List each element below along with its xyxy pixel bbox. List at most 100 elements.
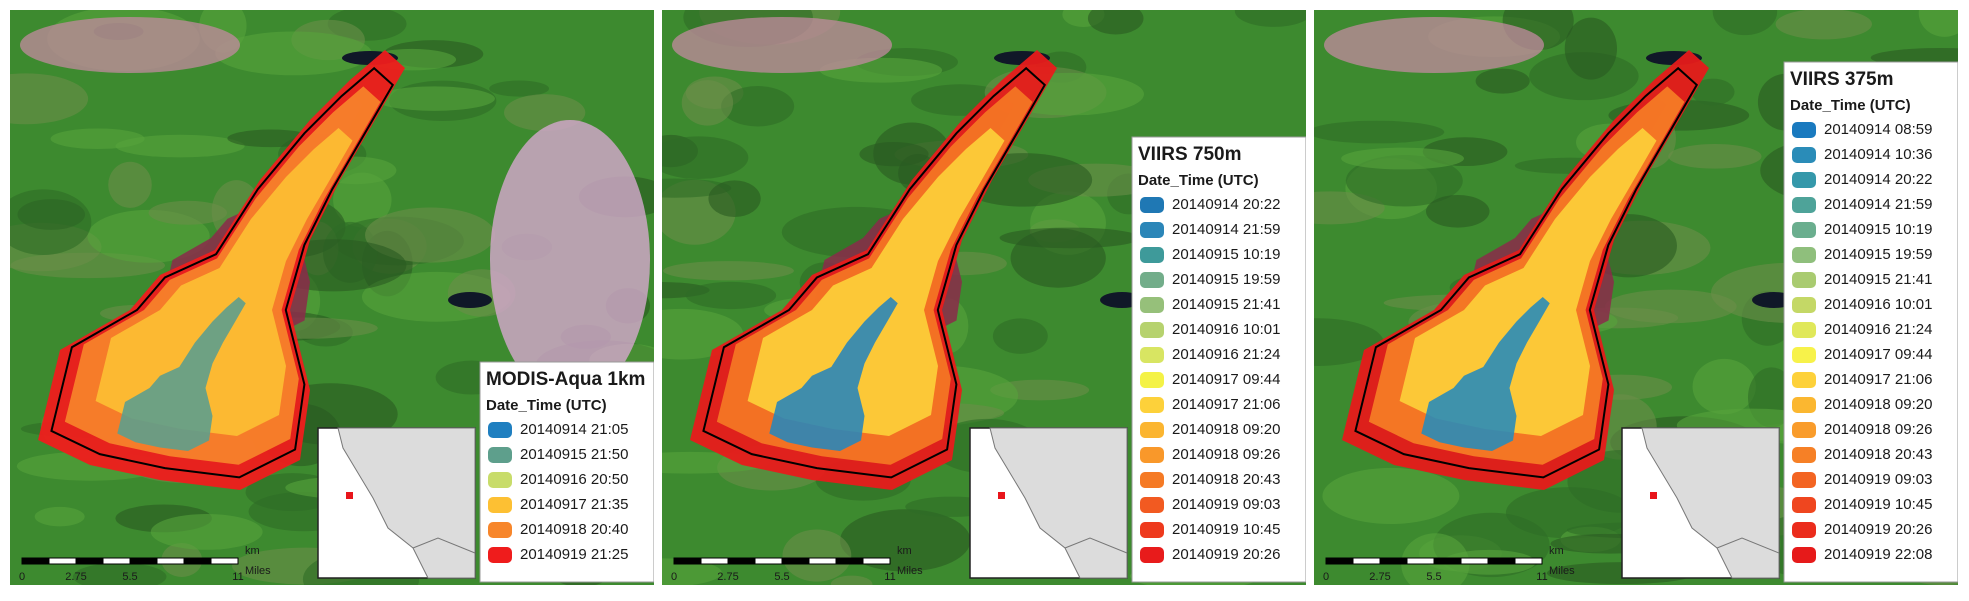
- inset-map: [969, 427, 1128, 579]
- inset-land: [1641, 427, 1780, 579]
- legend-label: 20140915 21:41: [1824, 271, 1932, 288]
- terrain-texture: [681, 80, 734, 126]
- scale-segment: [781, 557, 810, 565]
- terrain-texture: [1712, 10, 1778, 36]
- terrain-texture: [489, 80, 549, 97]
- scale-tick-label: 2.75: [717, 571, 738, 583]
- scale-bar: km Miles 0 2.75 5.5 11: [19, 545, 271, 583]
- scale-tick-label: 0: [1323, 571, 1329, 583]
- map-panel: km Miles 0 2.75 5.5 11 VIIRS 375m Date_Time (UT…: [1314, 10, 1958, 585]
- legend-swatch: [1140, 497, 1164, 513]
- legend-swatch: [1792, 472, 1816, 488]
- legend-label: 20140917 09:44: [1172, 371, 1280, 388]
- legend-swatch: [1140, 522, 1164, 538]
- legend-label: 20140919 20:26: [1172, 546, 1280, 563]
- terrain-texture: [840, 509, 971, 572]
- scale-unit: Miles: [245, 565, 271, 577]
- fire-perimeter: [702, 66, 1047, 479]
- terrain-texture: [830, 575, 873, 585]
- legend-title: VIIRS 750m: [1138, 144, 1242, 165]
- terrain-texture: [1322, 467, 1460, 525]
- scale-segment: [1379, 557, 1408, 565]
- scale-segment: [1433, 557, 1462, 565]
- legend-swatch: [1140, 547, 1164, 563]
- inset-border: [1064, 537, 1128, 554]
- legend-label: 20140917 21:06: [1824, 371, 1932, 388]
- pink-ridge: [672, 17, 892, 73]
- inset-border: [1716, 537, 1780, 554]
- legend-label: 20140915 19:59: [1824, 246, 1932, 263]
- scale-tick-label: 0: [671, 571, 677, 583]
- legend-swatch: [1792, 497, 1816, 513]
- legend-swatch: [1792, 272, 1816, 288]
- scale-segment: [1514, 557, 1543, 565]
- terrain-texture: [215, 31, 372, 76]
- scale-segment: [673, 557, 702, 565]
- scale-unit: km: [1549, 545, 1564, 557]
- fire-detections: [769, 297, 898, 451]
- terrain-texture: [992, 318, 1048, 354]
- terrain-texture: [663, 261, 794, 281]
- fire-location: [346, 492, 353, 499]
- terrain-texture: [1691, 78, 1735, 106]
- legend: VIIRS 375m Date_Time (UTC) 20140914 08:59 2…: [1783, 61, 1958, 583]
- scale-segment: [21, 557, 50, 565]
- legend-swatch: [1140, 347, 1164, 363]
- legend-swatch: [1792, 347, 1816, 363]
- legend-swatch: [1792, 397, 1816, 413]
- legend-swatch: [1792, 197, 1816, 213]
- terrain-texture: [662, 136, 749, 179]
- legend-label: 20140919 22:08: [1824, 546, 1932, 563]
- scale-segment: [1352, 557, 1381, 565]
- terrain-texture: [1564, 17, 1618, 80]
- legend-swatch: [1792, 372, 1816, 388]
- scale-unit: Miles: [897, 565, 923, 577]
- terrain-texture: [1775, 10, 1872, 40]
- legend-label: 20140918 09:26: [1824, 421, 1932, 438]
- scale-tick-label: 5.5: [774, 571, 789, 583]
- legend-swatch: [1140, 222, 1164, 238]
- terrain-texture: [1692, 358, 1756, 415]
- scale-segment: [835, 557, 864, 565]
- scale-segment: [210, 557, 239, 565]
- legend-label: 20140916 10:01: [1824, 296, 1932, 313]
- scale-bar: km Miles 0 2.75 5.5 11: [1323, 545, 1575, 583]
- scale-segment: [1487, 557, 1516, 565]
- terrain-texture: [662, 558, 722, 585]
- legend-label: 20140918 20:43: [1172, 471, 1280, 488]
- scale-segment: [727, 557, 756, 565]
- legend-swatch: [1792, 322, 1816, 338]
- terrain-texture: [148, 200, 228, 225]
- legend-label: 20140916 10:01: [1172, 321, 1280, 338]
- legend-label: 20140918 09:26: [1172, 446, 1280, 463]
- scale-tick-label: 11: [1536, 571, 1547, 583]
- legend-label: 20140918 20:43: [1824, 446, 1932, 463]
- terrain-texture: [859, 141, 929, 167]
- legend-title: VIIRS 375m: [1790, 69, 1894, 90]
- terrain-texture: [73, 562, 167, 585]
- legend-label: 20140914 10:36: [1824, 146, 1932, 163]
- legend-swatch: [1792, 222, 1816, 238]
- terrain-texture: [150, 514, 263, 550]
- fire-perimeter: [50, 66, 395, 479]
- legend-swatch: [1792, 447, 1816, 463]
- fire-detections: [117, 297, 246, 451]
- legend-label: 20140917 09:44: [1824, 346, 1932, 363]
- legend-swatch: [1140, 372, 1164, 388]
- legend-box: [479, 361, 654, 583]
- scale-tick-label: 2.75: [65, 571, 86, 583]
- terrain-texture: [1234, 10, 1306, 27]
- terrain-texture: [1475, 68, 1530, 94]
- scale-tick-label: 11: [232, 571, 243, 583]
- terrain-texture: [685, 281, 777, 310]
- legend-label: 20140916 20:50: [520, 471, 628, 488]
- bare-terrain: [490, 120, 650, 400]
- inset-land: [989, 427, 1128, 579]
- legend-swatch: [1792, 247, 1816, 263]
- legend-label: 20140915 10:19: [1824, 221, 1932, 238]
- scale-segment: [129, 557, 158, 565]
- inset-map: [317, 427, 476, 579]
- legend-swatch: [488, 422, 512, 438]
- legend: VIIRS 750m Date_Time (UTC) 20140914 20:22 2…: [1131, 136, 1306, 583]
- legend-swatch: [1792, 297, 1816, 313]
